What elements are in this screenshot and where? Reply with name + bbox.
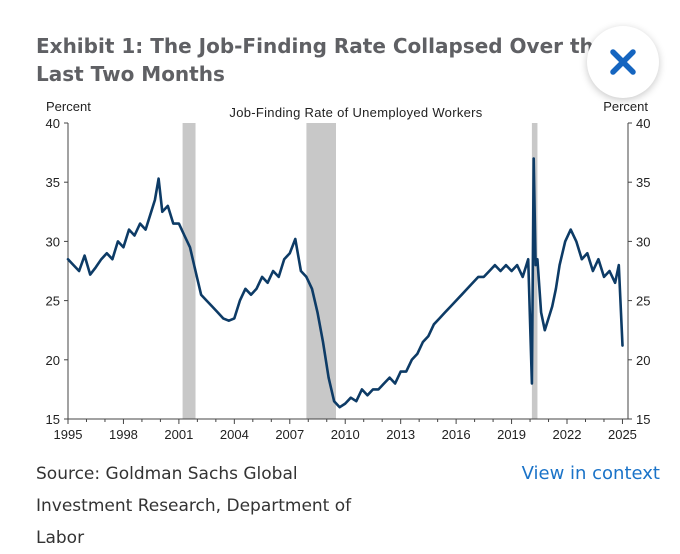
recession-shade-2	[306, 123, 336, 419]
y-axis-label-left: Percent	[46, 99, 91, 114]
y-tick-label-left: 25	[46, 294, 60, 309]
y-tick-label-right: 35	[636, 175, 650, 190]
y-tick-label-right: 40	[636, 116, 650, 131]
recession-shade-1	[182, 123, 196, 419]
x-tick-label: 2007	[275, 427, 304, 442]
series-line-1	[66, 157, 624, 409]
x-tick-label: 2004	[220, 427, 249, 442]
y-axis-label-right: Percent	[603, 99, 648, 114]
close-button[interactable]	[587, 26, 659, 98]
chart-title: Job-Finding Rate of Unemployed Workers	[229, 105, 482, 120]
y-tick-label-left: 35	[46, 175, 60, 190]
x-tick-label: 2025	[608, 427, 637, 442]
y-tick-label-right: 25	[636, 294, 650, 309]
x-tick-label: 2022	[553, 427, 582, 442]
recession-shade-3	[531, 123, 538, 419]
close-x-icon	[610, 49, 636, 75]
x-tick-label: 2016	[442, 427, 471, 442]
exhibit-title: Exhibit 1: The Job-Finding Rate Collapse…	[36, 34, 608, 86]
y-tick-label-left: 40	[46, 116, 60, 131]
x-tick-label: 2001	[164, 427, 193, 442]
source-note: Source: Goldman Sachs Global Investment …	[36, 464, 352, 548]
x-tick-label: 1995	[54, 427, 83, 442]
y-tick-label-right: 30	[636, 234, 650, 249]
x-tick-label: 2013	[386, 427, 415, 442]
y-tick-label-left: 15	[46, 412, 60, 427]
y-tick-label-left: 20	[46, 353, 60, 368]
y-tick-label-left: 30	[46, 234, 60, 249]
x-tick-label: 2010	[331, 427, 360, 442]
view-in-context-link[interactable]: View in context	[521, 463, 660, 484]
chart-container: 15 15 20 20 25 25 30 30 35 35 40 40 1995 1998 2001 2004…	[30, 95, 670, 445]
y-tick-label-right: 15	[636, 412, 650, 427]
x-tick-label: 2019	[497, 427, 526, 442]
y-tick-label-right: 20	[636, 353, 650, 368]
x-tick-label: 1998	[109, 427, 138, 442]
